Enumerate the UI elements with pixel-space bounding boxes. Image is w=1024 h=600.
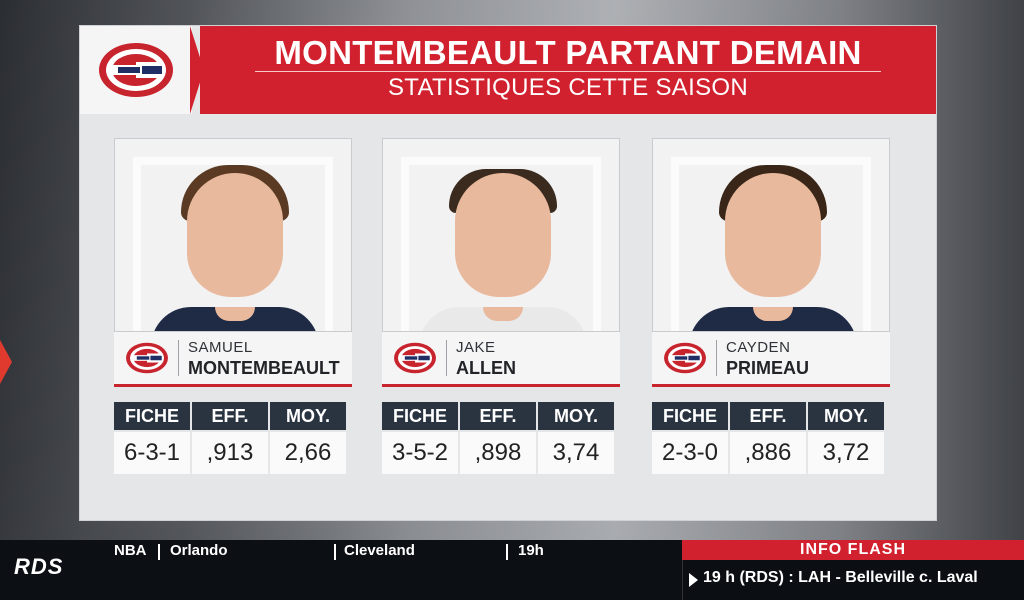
stat-fiche: 2-3-0	[652, 430, 728, 474]
stats-header-moy: MOY.	[270, 402, 346, 430]
stats-header-fiche: FICHE	[652, 402, 728, 430]
info-flash-text: 19 h (RDS) : LAH - Belleville c. Laval	[703, 569, 978, 586]
player-last-name: PRIMEAU	[726, 358, 810, 378]
player-photo	[382, 138, 620, 332]
page-subtitle: STATISTIQUES CETTE SAISON	[388, 74, 748, 101]
stats-table: FICHE EFF. MOY. 3-5-2 ,898 3,74	[380, 402, 616, 474]
ticker-team-2: Cleveland	[344, 542, 415, 559]
player-nameplate: SAMUEL MONTEMBEAULT	[114, 332, 352, 387]
player-photo	[114, 138, 352, 332]
stats-header-eff: EFF.	[192, 402, 268, 430]
stats-header-moy: MOY.	[808, 402, 884, 430]
stats-header-moy: MOY.	[538, 402, 614, 430]
stats-header-eff: EFF.	[730, 402, 806, 430]
page-title: MONTEMBEAULT PARTANT DEMAIN	[274, 34, 862, 71]
player-photo	[652, 138, 890, 332]
player-first-name: JAKE	[456, 339, 496, 356]
canadiens-logo-icon	[126, 342, 168, 374]
team-logo-box	[80, 26, 192, 114]
stat-eff: ,913	[192, 430, 268, 474]
stat-fiche: 6-3-1	[114, 430, 190, 474]
stats-header-fiche: FICHE	[114, 402, 190, 430]
graphic-card: MONTEMBEAULT PARTANT DEMAIN STATISTIQUES…	[80, 26, 936, 520]
stat-moy: 3,72	[808, 430, 884, 474]
ticker-team-1: Orlando	[170, 542, 228, 559]
canadiens-logo-icon	[664, 342, 706, 374]
stat-eff: ,886	[730, 430, 806, 474]
player-first-name: CAYDEN	[726, 339, 791, 356]
header-banner: MONTEMBEAULT PARTANT DEMAIN STATISTIQUES…	[190, 26, 936, 114]
stats-table: FICHE EFF. MOY. 6-3-1 ,913 2,66	[112, 402, 348, 474]
canadiens-logo-icon	[99, 43, 173, 97]
stats-table: FICHE EFF. MOY. 2-3-0 ,886 3,72	[650, 402, 886, 474]
network-logo: RDS	[14, 554, 64, 579]
info-flash-panel: 19 h (RDS) : LAH - Belleville c. Laval	[682, 560, 1024, 600]
stat-eff: ,898	[460, 430, 536, 474]
player-last-name: MONTEMBEAULT	[188, 358, 340, 378]
ticker-time: 19h	[518, 542, 544, 559]
player-card: SAMUEL MONTEMBEAULT FICHE EFF. MOY. 6-3-…	[114, 138, 354, 474]
ticker-league: NBA	[114, 542, 147, 559]
stats-header-fiche: FICHE	[382, 402, 458, 430]
canadiens-logo-icon	[394, 342, 436, 374]
stat-moy: 2,66	[270, 430, 346, 474]
player-first-name: SAMUEL	[188, 339, 253, 356]
player-last-name: ALLEN	[456, 358, 516, 378]
info-flash-label: INFO FLASH	[682, 540, 1024, 560]
news-ticker: RDS NBA Orlando Cleveland 19h INFO FLASH…	[0, 540, 1024, 600]
player-nameplate: CAYDEN PRIMEAU	[652, 332, 890, 387]
stats-header-eff: EFF.	[460, 402, 536, 430]
header-divider	[255, 71, 881, 72]
stat-moy: 3,74	[538, 430, 614, 474]
player-card: JAKE ALLEN FICHE EFF. MOY. 3-5-2 ,898 3,…	[382, 138, 622, 474]
player-nameplate: JAKE ALLEN	[382, 332, 620, 387]
play-arrow-icon	[689, 573, 698, 587]
player-card: CAYDEN PRIMEAU FICHE EFF. MOY. 2-3-0 ,88…	[652, 138, 892, 474]
stat-fiche: 3-5-2	[382, 430, 458, 474]
decorative-arrow	[0, 340, 12, 384]
